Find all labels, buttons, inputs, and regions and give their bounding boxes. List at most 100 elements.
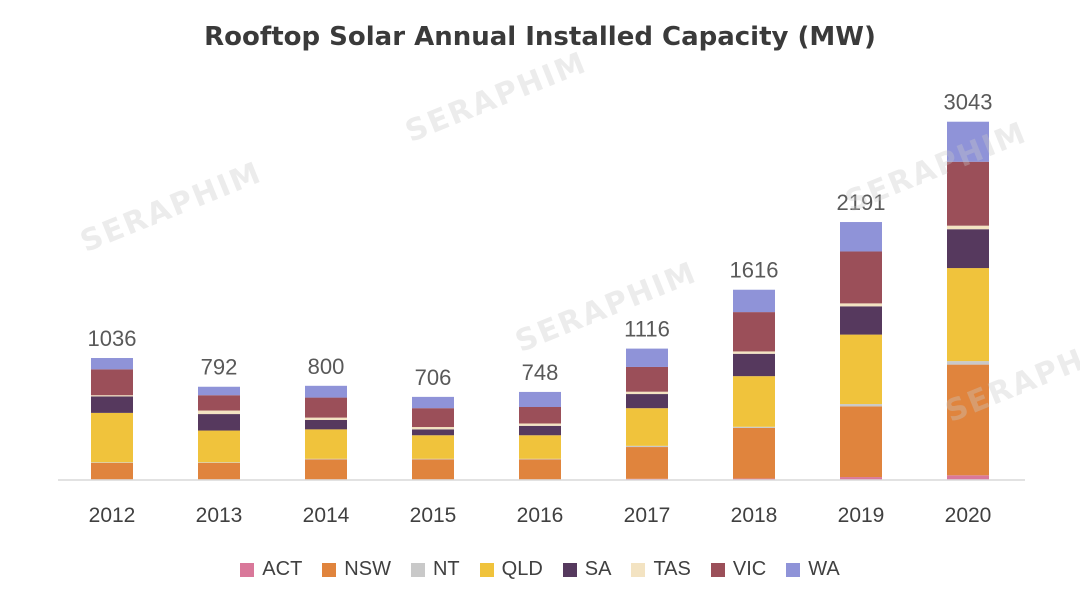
legend-item-vic: VIC [710, 558, 767, 581]
bar-segment-tas-2012 [91, 395, 133, 397]
bar-segment-nsw-2019 [840, 406, 882, 478]
legend-label: TAS [653, 558, 691, 580]
bar-segment-nsw-2020 [947, 364, 989, 476]
chart-title: Rooftop Solar Annual Installed Capacity … [204, 22, 876, 52]
bar-segment-nt-2020 [947, 361, 989, 365]
bar-segment-tas-2015 [412, 427, 454, 430]
bar-segment-nsw-2013 [198, 462, 240, 480]
bar-segment-sa-2012 [91, 396, 133, 413]
bar-segment-vic-2013 [198, 395, 240, 411]
total-label-2017: 1116 [624, 317, 670, 342]
bar-segment-qld-2014 [305, 429, 347, 459]
bar-segment-sa-2019 [840, 306, 882, 335]
total-label-2018: 1616 [730, 258, 779, 283]
legend-swatch [786, 562, 801, 577]
bar-segment-qld-2015 [412, 435, 454, 459]
legend-label: NSW [344, 558, 391, 580]
total-label-2019: 2191 [837, 190, 886, 215]
bar-segment-nt-2012 [91, 462, 133, 463]
bar-segment-tas-2020 [947, 225, 989, 230]
bar-segment-sa-2016 [519, 425, 561, 436]
bar-segment-vic-2014 [305, 397, 347, 418]
legend-swatch [479, 562, 494, 577]
legend-label: WA [808, 558, 840, 580]
bar-segment-tas-2016 [519, 423, 561, 426]
bar-segment-wa-2017 [626, 348, 668, 367]
bar-segment-nsw-2018 [733, 427, 775, 479]
bar-segment-act-2019 [840, 477, 882, 480]
bar-segment-sa-2013 [198, 414, 240, 431]
bar-segment-nt-2015 [412, 458, 454, 460]
x-tick-label-2012: 2012 [89, 504, 136, 527]
x-tick-label-2015: 2015 [410, 504, 457, 527]
legend-item-act: ACT [240, 558, 302, 581]
x-tick-label-2014: 2014 [303, 504, 350, 527]
bar-segment-wa-2014 [305, 385, 347, 398]
total-label-2013: 792 [201, 355, 238, 380]
legend-label: QLD [501, 558, 543, 580]
legend-swatch [710, 562, 725, 577]
bar-segment-vic-2016 [519, 407, 561, 424]
bar-segment-wa-2016 [519, 391, 561, 407]
total-label-2016: 748 [522, 360, 559, 385]
bar-segment-vic-2018 [733, 312, 775, 352]
legend-item-tas: TAS [631, 558, 691, 581]
total-label-2015: 706 [415, 365, 452, 390]
bar-segment-nt-2016 [519, 458, 561, 460]
legend-label: SA [584, 558, 612, 580]
legend-label: ACT [262, 558, 303, 580]
bar-segment-nt-2019 [840, 404, 882, 407]
x-tick-label-2013: 2013 [196, 504, 243, 527]
x-tick-label-2019: 2019 [838, 504, 885, 527]
total-label-2020: 3043 [944, 90, 993, 115]
bar-segment-tas-2019 [840, 303, 882, 307]
bar-segment-sa-2015 [412, 429, 454, 436]
bar-segment-sa-2020 [947, 229, 989, 269]
legend-item-nt: NT [410, 558, 460, 581]
legend-swatch [410, 562, 425, 577]
bar-segment-act-2020 [947, 475, 989, 480]
bar-segment-vic-2017 [626, 366, 668, 392]
legend-item-qld: QLD [479, 558, 543, 581]
legend-label: VIC [732, 558, 767, 580]
bar-segment-nsw-2017 [626, 447, 668, 479]
bar-segment-sa-2018 [733, 353, 775, 377]
bar-segment-nt-2018 [733, 426, 775, 428]
x-tick-label-2016: 2016 [517, 504, 564, 527]
legend-item-sa: SA [562, 558, 612, 581]
bar-segment-qld-2020 [947, 268, 989, 362]
bar-segment-vic-2019 [840, 251, 882, 304]
bar-segment-vic-2015 [412, 408, 454, 428]
bar-segment-vic-2020 [947, 161, 989, 226]
legend-label: NT [432, 558, 460, 580]
legend-swatch [240, 562, 255, 577]
bar-segment-sa-2017 [626, 394, 668, 409]
bar-segment-vic-2012 [91, 369, 133, 396]
bar-segment-wa-2018 [733, 289, 775, 313]
bar-segment-qld-2013 [198, 430, 240, 463]
x-tick-label-2017: 2017 [624, 504, 671, 527]
bar-segment-wa-2015 [412, 396, 454, 409]
bar-segment-wa-2020 [947, 121, 989, 162]
legend-swatch [322, 562, 337, 577]
bars-layer [91, 121, 989, 480]
bar-segment-tas-2017 [626, 391, 668, 395]
bar-segment-qld-2019 [840, 334, 882, 405]
bar-segment-nt-2013 [198, 462, 240, 463]
bar-segment-qld-2012 [91, 412, 133, 463]
total-label-2014: 800 [308, 354, 345, 379]
bar-segment-nsw-2016 [519, 459, 561, 480]
bar-segment-nt-2017 [626, 445, 668, 448]
bar-segment-tas-2018 [733, 351, 775, 354]
bar-segment-tas-2013 [198, 410, 240, 415]
x-tick-label-2018: 2018 [731, 504, 778, 527]
total-label-2012: 1036 [88, 326, 137, 351]
bar-segment-nsw-2015 [412, 459, 454, 480]
bar-segment-tas-2014 [305, 417, 347, 420]
labels-layer: 1036 2012 792 2013 800 2014 706 2015 748 2016 1116… [88, 90, 993, 527]
bar-segment-wa-2013 [198, 386, 240, 396]
bar-segment-qld-2017 [626, 408, 668, 446]
bar-segment-qld-2018 [733, 376, 775, 427]
bar-segment-nsw-2014 [305, 459, 347, 480]
